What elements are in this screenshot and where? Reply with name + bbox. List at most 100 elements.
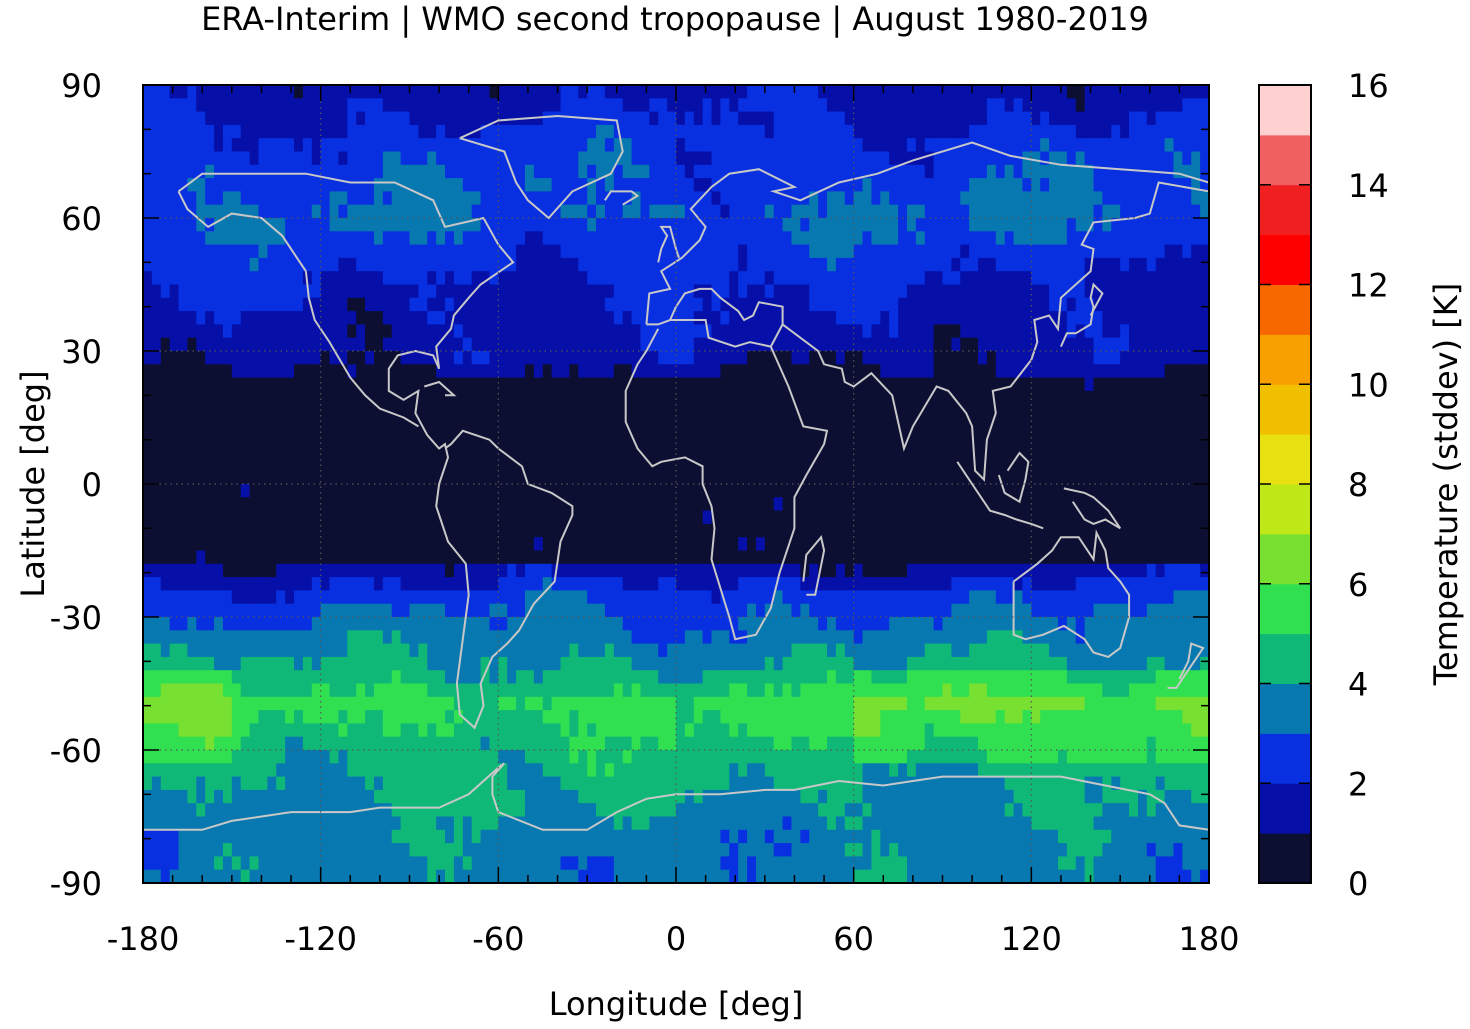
heatmap-cell <box>747 444 757 458</box>
heatmap-cell <box>1173 577 1183 591</box>
heatmap-cell <box>382 484 393 498</box>
heatmap-cell <box>400 617 411 631</box>
heatmap-cell <box>294 124 304 139</box>
heatmap-cell <box>143 164 153 179</box>
heatmap-cell <box>640 430 650 445</box>
heatmap-cell <box>667 244 677 259</box>
heatmap-cell <box>178 603 189 618</box>
heatmap-cell <box>729 457 739 472</box>
heatmap-cell <box>507 617 517 631</box>
heatmap-cell <box>178 151 189 166</box>
heatmap-cell <box>533 284 544 299</box>
heatmap-cell <box>835 523 846 538</box>
heatmap-cell <box>445 204 455 219</box>
heatmap-cell <box>373 364 384 379</box>
heatmap-cell <box>507 98 517 113</box>
heatmap-cell <box>1164 231 1175 246</box>
heatmap-cell <box>240 231 251 246</box>
heatmap-cell <box>196 590 206 605</box>
heatmap-cell <box>604 510 615 525</box>
heatmap-cell <box>507 244 517 259</box>
heatmap-cell <box>356 364 366 379</box>
heatmap-cell <box>489 204 499 219</box>
heatmap-cell <box>711 151 722 166</box>
heatmap-cell <box>311 311 322 325</box>
heatmap-cell <box>338 590 348 605</box>
heatmap-cell <box>596 311 606 325</box>
heatmap-cell <box>240 377 251 392</box>
heatmap-cell <box>862 98 873 113</box>
heatmap-cell <box>862 311 873 325</box>
heatmap-cell <box>276 178 286 192</box>
heatmap-cell <box>889 204 899 219</box>
heatmap-cell <box>462 444 473 458</box>
heatmap-cell <box>995 337 1006 352</box>
heatmap-cell <box>747 577 757 591</box>
heatmap-cell <box>915 404 926 419</box>
heatmap-cell <box>151 510 162 525</box>
heatmap-cell <box>915 550 926 565</box>
heatmap-cell <box>773 164 784 179</box>
heatmap-cell <box>311 178 322 192</box>
heatmap-cell <box>684 257 695 272</box>
heatmap-cell <box>1200 138 1209 153</box>
heatmap-cell <box>853 457 864 472</box>
heatmap-cell <box>995 364 1006 379</box>
heatmap-cell <box>622 404 633 419</box>
heatmap-cell <box>1200 563 1209 578</box>
heatmap-cell <box>471 377 482 392</box>
heatmap-cell <box>560 377 570 392</box>
heatmap-cell <box>196 364 206 379</box>
heatmap-cell <box>933 430 944 445</box>
heatmap-cell <box>507 257 517 272</box>
heatmap-cell <box>1155 590 1166 605</box>
heatmap-cell <box>258 284 268 299</box>
heatmap-cell <box>889 98 899 113</box>
heatmap-cell <box>151 630 162 645</box>
heatmap-cell <box>258 484 268 498</box>
heatmap-cell <box>400 523 411 538</box>
heatmap-cell <box>294 337 304 352</box>
heatmap-cell <box>391 537 402 552</box>
heatmap-cell <box>1102 297 1112 312</box>
heatmap-cell <box>773 377 784 392</box>
heatmap-cell <box>560 537 570 552</box>
heatmap-cell <box>329 444 340 458</box>
heatmap-cell <box>835 257 846 272</box>
heatmap-cell <box>1155 284 1166 299</box>
heatmap-cell <box>649 470 659 485</box>
heatmap-cell <box>1075 390 1086 405</box>
heatmap-cell <box>418 550 428 565</box>
heatmap-cell <box>329 271 340 286</box>
heatmap-cell <box>693 550 704 565</box>
heatmap-cell <box>1022 470 1032 485</box>
heatmap-cell <box>1031 563 1041 578</box>
heatmap-cell <box>373 377 384 392</box>
heatmap-cell <box>418 98 428 113</box>
heatmap-cell <box>711 577 722 591</box>
heatmap-cell <box>240 257 251 272</box>
heatmap-cell <box>764 617 775 631</box>
heatmap-cell <box>382 111 393 126</box>
heatmap-cell <box>1031 284 1041 299</box>
heatmap-cell <box>1137 151 1148 166</box>
heatmap-cell <box>827 603 837 618</box>
heatmap-cell <box>187 497 197 512</box>
heatmap-cell <box>294 85 304 99</box>
heatmap-cell <box>533 98 544 113</box>
heatmap-cell <box>951 470 961 485</box>
heatmap-cell <box>160 523 171 538</box>
heatmap-cell <box>382 351 393 365</box>
heatmap-cell <box>649 630 659 645</box>
heatmap-cell <box>1075 470 1086 485</box>
heatmap-cell <box>1066 510 1077 525</box>
heatmap-cell <box>347 151 357 166</box>
heatmap-cell <box>187 111 197 126</box>
heatmap-cell <box>933 98 944 113</box>
heatmap-cell <box>969 178 979 192</box>
heatmap-cell <box>1004 444 1015 458</box>
heatmap-cell <box>1031 617 1041 631</box>
heatmap-cell <box>1200 151 1209 166</box>
heatmap-cell <box>427 337 437 352</box>
heatmap-cell <box>222 404 233 419</box>
